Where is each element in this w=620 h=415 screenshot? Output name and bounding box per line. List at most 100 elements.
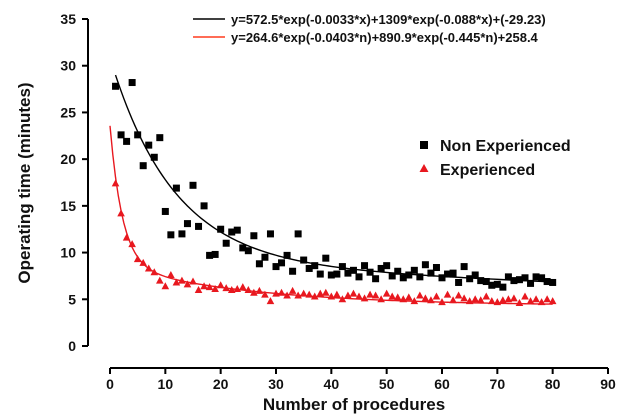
data-point-experienced bbox=[537, 298, 546, 306]
data-point-experienced bbox=[543, 295, 551, 303]
data-point-experienced bbox=[410, 297, 419, 305]
data-point-non-experienced bbox=[266, 230, 274, 238]
data-point-non-experienced bbox=[438, 274, 446, 282]
data-point-experienced bbox=[244, 285, 253, 293]
data-point-experienced bbox=[189, 277, 197, 285]
data-point-experienced bbox=[305, 290, 313, 298]
data-point-experienced bbox=[493, 298, 502, 306]
data-point-experienced bbox=[255, 286, 264, 294]
data-point-experienced bbox=[349, 289, 358, 297]
data-point-non-experienced bbox=[278, 259, 286, 267]
x-tick-label: 20 bbox=[213, 376, 229, 392]
equation-legend: y=572.5*exp(-0.0033*x)+1309*exp(-0.088*x… bbox=[193, 12, 546, 45]
y-tick-label: 0 bbox=[68, 338, 76, 354]
data-point-experienced bbox=[482, 292, 491, 300]
x-tick-label: 90 bbox=[600, 376, 616, 392]
data-point-experienced bbox=[111, 179, 120, 187]
data-point-non-experienced bbox=[250, 232, 258, 240]
equation-non-experienced: y=572.5*exp(-0.0033*x)+1309*exp(-0.088*x… bbox=[231, 12, 546, 27]
data-point-experienced bbox=[161, 282, 170, 290]
data-point-non-experienced bbox=[217, 225, 225, 233]
data-point-non-experienced bbox=[305, 264, 313, 272]
data-point-non-experienced bbox=[416, 273, 424, 281]
data-point-experienced bbox=[144, 264, 153, 272]
data-point-non-experienced bbox=[355, 273, 363, 281]
data-point-experienced bbox=[399, 295, 408, 303]
data-point-experienced bbox=[449, 296, 457, 304]
data-point-experienced bbox=[421, 294, 430, 302]
data-point-non-experienced bbox=[300, 256, 308, 264]
data-point-experienced bbox=[532, 295, 540, 303]
data-point-non-experienced bbox=[488, 281, 496, 289]
data-point-non-experienced bbox=[172, 184, 180, 192]
y-tick-label: 15 bbox=[60, 198, 76, 214]
data-point-non-experienced bbox=[294, 230, 302, 238]
data-point-experienced bbox=[272, 289, 280, 297]
data-point-non-experienced bbox=[383, 262, 391, 270]
x-tick-label: 40 bbox=[324, 376, 340, 392]
data-point-experienced bbox=[416, 291, 424, 299]
data-point-non-experienced bbox=[427, 269, 435, 277]
data-point-experienced bbox=[526, 297, 535, 305]
legend-label-experienced: Experienced bbox=[440, 162, 535, 179]
data-point-experienced bbox=[250, 288, 258, 296]
data-point-experienced bbox=[510, 294, 518, 302]
series-legend: Non Experienced Experienced bbox=[419, 138, 571, 179]
data-point-experienced bbox=[405, 293, 413, 301]
data-point-non-experienced bbox=[527, 279, 535, 287]
data-point-experienced bbox=[216, 281, 225, 289]
data-point-non-experienced bbox=[261, 253, 269, 261]
data-point-non-experienced bbox=[139, 162, 147, 170]
data-point-experienced bbox=[333, 290, 341, 298]
data-point-experienced bbox=[454, 291, 463, 299]
data-point-experienced bbox=[327, 292, 336, 300]
data-point-non-experienced bbox=[521, 274, 529, 282]
x-tick-label: 0 bbox=[106, 376, 114, 392]
data-point-non-experienced bbox=[538, 274, 546, 282]
legend-marker-experienced bbox=[419, 164, 429, 172]
data-points bbox=[111, 79, 557, 307]
data-point-experienced bbox=[460, 294, 468, 302]
data-point-non-experienced bbox=[112, 82, 120, 90]
data-point-experienced bbox=[139, 258, 147, 266]
data-point-experienced bbox=[261, 290, 269, 298]
data-point-experienced bbox=[222, 284, 230, 292]
data-point-experienced bbox=[504, 295, 513, 303]
data-point-non-experienced bbox=[493, 280, 501, 288]
data-point-experienced bbox=[488, 297, 496, 305]
data-point-experienced bbox=[427, 296, 435, 304]
data-point-non-experienced bbox=[283, 251, 291, 259]
data-point-non-experienced bbox=[150, 153, 158, 161]
y-tick-label: 20 bbox=[60, 151, 76, 167]
data-point-non-experienced bbox=[333, 270, 341, 278]
data-point-non-experienced bbox=[344, 269, 352, 277]
data-point-experienced bbox=[371, 291, 380, 299]
data-point-non-experienced bbox=[211, 250, 219, 258]
y-tick-label: 25 bbox=[60, 104, 76, 120]
legend-marker-non-experienced bbox=[420, 141, 428, 149]
legend-label-non-experienced: Non Experienced bbox=[440, 138, 571, 155]
data-point-experienced bbox=[266, 297, 275, 305]
data-point-experienced bbox=[377, 295, 385, 303]
data-point-experienced bbox=[133, 255, 142, 263]
data-point-experienced bbox=[117, 209, 125, 217]
data-point-experienced bbox=[205, 283, 214, 291]
data-point-non-experienced bbox=[272, 263, 280, 271]
y-tick-label: 35 bbox=[60, 11, 76, 27]
data-point-non-experienced bbox=[145, 141, 153, 149]
tick-marks: 0 10 20 30 40 50 60 70 80 90 0 5 10 15 20 25 30 35 bbox=[60, 11, 616, 392]
y-axis-title: Operating time (minutes) bbox=[15, 82, 34, 283]
data-point-non-experienced bbox=[410, 266, 418, 274]
data-point-experienced bbox=[156, 276, 164, 284]
data-point-non-experienced bbox=[444, 270, 452, 278]
data-point-experienced bbox=[382, 289, 391, 297]
data-point-experienced bbox=[316, 289, 325, 297]
data-point-non-experienced bbox=[388, 272, 396, 280]
data-point-experienced bbox=[360, 294, 369, 302]
data-point-experienced bbox=[233, 285, 242, 293]
data-point-non-experienced bbox=[200, 202, 208, 210]
x-tick-label: 10 bbox=[158, 376, 174, 392]
y-tick-label: 10 bbox=[60, 245, 76, 261]
data-point-non-experienced bbox=[349, 266, 357, 274]
data-point-experienced bbox=[471, 295, 479, 303]
